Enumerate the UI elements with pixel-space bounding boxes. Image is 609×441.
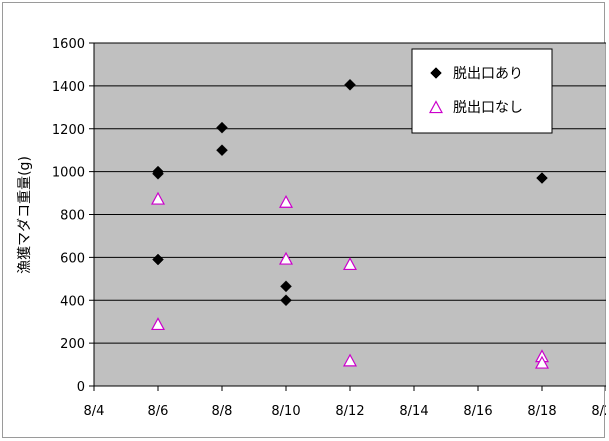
x-tick-label: 8/20 bbox=[591, 404, 606, 419]
data-point-triangle bbox=[278, 194, 294, 208]
x-tick-label: 8/6 bbox=[148, 404, 169, 419]
y-tick-label: 200 bbox=[60, 337, 85, 352]
y-tick-label: 1200 bbox=[52, 123, 85, 138]
y-tick-label: 800 bbox=[60, 209, 85, 224]
data-point-triangle bbox=[150, 317, 166, 331]
x-tick-label: 8/4 bbox=[84, 404, 105, 419]
x-tick-label: 8/10 bbox=[271, 404, 300, 419]
series-1 bbox=[152, 78, 548, 307]
legend-box bbox=[411, 48, 553, 134]
data-point-triangle bbox=[342, 353, 358, 367]
x-tick-labels: 8/4 8/6 8/8 8/10 8/12 8/14 8/16 8/18 8/20 bbox=[84, 404, 606, 419]
series-2 bbox=[150, 191, 550, 369]
y-tick-label: 1600 bbox=[52, 37, 85, 52]
x-tick-label: 8/12 bbox=[335, 404, 364, 419]
axes bbox=[93, 43, 606, 391]
data-point-diamond bbox=[152, 167, 164, 180]
legend-marker-diamond bbox=[430, 67, 442, 79]
data-point-triangle bbox=[534, 355, 550, 369]
data-point-triangle bbox=[150, 191, 166, 205]
y-tick-labels: 0 200 400 600 800 1000 1200 1400 1600 bbox=[52, 37, 85, 395]
data-points bbox=[150, 78, 550, 369]
y-tick-label: 1400 bbox=[52, 80, 85, 95]
data-point-triangle bbox=[278, 251, 294, 265]
data-point-diamond bbox=[216, 121, 228, 134]
data-point-diamond bbox=[152, 253, 164, 266]
x-tick-label: 8/18 bbox=[527, 404, 556, 419]
data-point-triangle bbox=[342, 257, 358, 271]
x-tick-label: 8/8 bbox=[212, 404, 233, 419]
data-point-diamond bbox=[344, 78, 356, 91]
data-point-diamond bbox=[216, 144, 228, 157]
x-tick-label: 8/16 bbox=[463, 404, 492, 419]
legend-label: 脱出口あり bbox=[453, 66, 523, 82]
y-tick-label: 600 bbox=[60, 251, 85, 266]
y-tick-label: 400 bbox=[60, 294, 85, 309]
data-point-diamond bbox=[280, 280, 292, 293]
x-tick-label: 8/14 bbox=[399, 404, 428, 419]
y-tick-label: 0 bbox=[77, 380, 85, 395]
y-tick-label: 1000 bbox=[52, 166, 85, 181]
legend-marker-triangle bbox=[428, 100, 444, 114]
legend-label: 脱出口なし bbox=[453, 100, 523, 116]
y-axis-label: 漁獲マダコ重量(g) bbox=[17, 156, 33, 274]
data-point-diamond bbox=[536, 172, 548, 184]
data-point-diamond bbox=[280, 294, 292, 307]
